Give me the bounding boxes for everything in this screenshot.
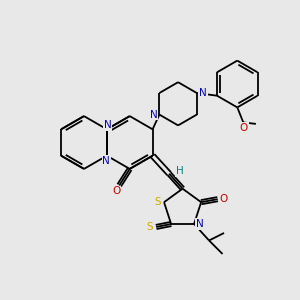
Text: O: O [112,186,120,197]
Text: N: N [196,219,203,229]
Text: N: N [103,120,111,130]
Text: N: N [199,88,207,98]
Text: O: O [240,123,248,133]
Text: S: S [147,222,153,232]
Text: N: N [149,110,157,120]
Text: O: O [219,194,227,204]
Text: S: S [154,197,161,207]
Text: H: H [176,166,184,176]
Text: N: N [102,156,110,166]
